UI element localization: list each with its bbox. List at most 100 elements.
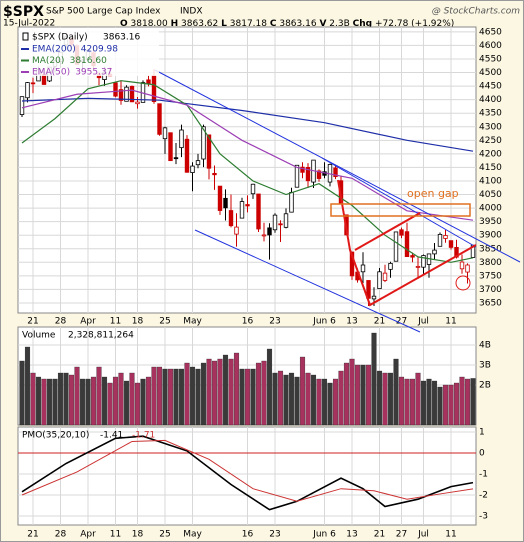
volume-bar [404,378,410,426]
legend-label: EMA(200) [32,45,76,55]
x-tick-label: 28 [55,317,67,327]
quote-part: L [221,19,227,29]
volume-bar [453,382,460,426]
volume-bar [244,368,251,426]
candle-body [437,233,443,247]
candle-body [410,255,415,258]
candle-body [371,295,377,300]
candle-body [443,235,448,239]
y-tick-label: -2 [479,490,488,500]
annotations: open gap [154,69,521,333]
volume-bar [19,360,25,426]
x-tick-label: 21 [27,317,38,327]
candle-body [179,129,184,149]
candle-body [151,75,157,102]
volume-bar [470,378,476,426]
candle-body [124,86,129,102]
x-tick-label: 16 [242,530,254,540]
x-tick-label: 11 [445,317,456,327]
volume-bar [145,376,152,426]
candle-body [250,183,256,195]
x-tick-label: 11 [110,317,121,327]
volume-bar [382,372,388,426]
candle-body [239,201,245,219]
x-tick-label: Jul [417,317,429,327]
legend-value: 3863.16 [103,33,140,43]
quote-part: 3863.62 [181,19,218,29]
x-tick-label: 25 [159,530,170,540]
x-tick-label: 25 [159,317,170,327]
volume-bar [420,380,427,426]
candle-body [377,271,382,290]
candle-body [195,160,201,166]
date: 15-Jul-2022 [3,19,55,29]
y-tick-label: 4B [479,341,491,351]
volume-bar [272,372,278,426]
volume-bar [354,364,361,426]
legend-label: MA(20) [32,56,64,66]
y-tick-label: 3900 [479,231,502,241]
volume-bar [107,382,113,426]
y-tick-label: 4400 [479,95,502,105]
volume-bar [123,380,130,426]
volume-bar [431,380,438,426]
candle-body [316,170,322,179]
volume-bar [96,366,102,426]
quote-part: Chg [353,19,372,29]
quote-part: 3863.16 [279,19,316,29]
y-tick-label: 3850 [479,244,502,254]
x-tick-label: May [183,317,202,327]
volume-bar [459,376,465,426]
candle-body [415,265,421,268]
candle-body [289,191,294,213]
exchange: INDX [180,7,202,17]
candle-body [261,234,267,237]
source: @ StockCharts.com [432,7,521,17]
candle-body [184,138,190,173]
candle-body [305,167,311,182]
indicator-line [21,97,474,152]
candle-body [113,82,118,97]
y-tick-label: 3800 [479,258,502,268]
candle-body [162,127,168,140]
symbol: $SPX [3,4,44,20]
volume-bar [255,362,262,426]
panel-value: -1.71 [132,431,155,441]
x-tick-label: 18 [132,317,144,327]
volume-bar [85,378,91,426]
indicator-line [21,435,474,511]
x-tick-label: Jul [417,530,429,540]
candle-body [388,262,393,270]
volume-bar [184,362,190,426]
x-tick-label: 23 [269,530,280,540]
volume-bar [387,372,394,426]
candle-body [146,79,151,85]
y-tick-label: 4550 [479,54,502,64]
volume-bar [398,376,405,426]
candle-body [465,264,470,273]
x-tick-label: 13 [346,530,357,540]
volume-bar [305,372,311,426]
volume-bar [327,382,333,426]
x-tick-label: 18 [132,530,144,540]
candle-body [421,255,426,268]
volume-bar [371,332,377,426]
x-tick-label: 16 [242,317,254,327]
volume-bar [206,358,212,426]
volume-bar [277,370,284,426]
volume-bar [409,378,416,426]
quote-part: 3817.18 [230,19,267,29]
x-tick-label: May [183,530,202,540]
quote-part: H [171,19,179,29]
volume-bar [57,372,64,426]
panel-value: -1.41 [100,431,123,441]
candle-body [135,101,140,105]
volume-bar [134,382,141,426]
volume-bar [90,376,97,426]
x-tick-label: 21 [374,317,385,327]
volume-bar [222,354,229,426]
y-tick-label: 4450 [479,82,502,92]
volume-bar [338,370,344,426]
y-tick-label: 4650 [479,27,502,37]
volume-bar [24,346,31,426]
